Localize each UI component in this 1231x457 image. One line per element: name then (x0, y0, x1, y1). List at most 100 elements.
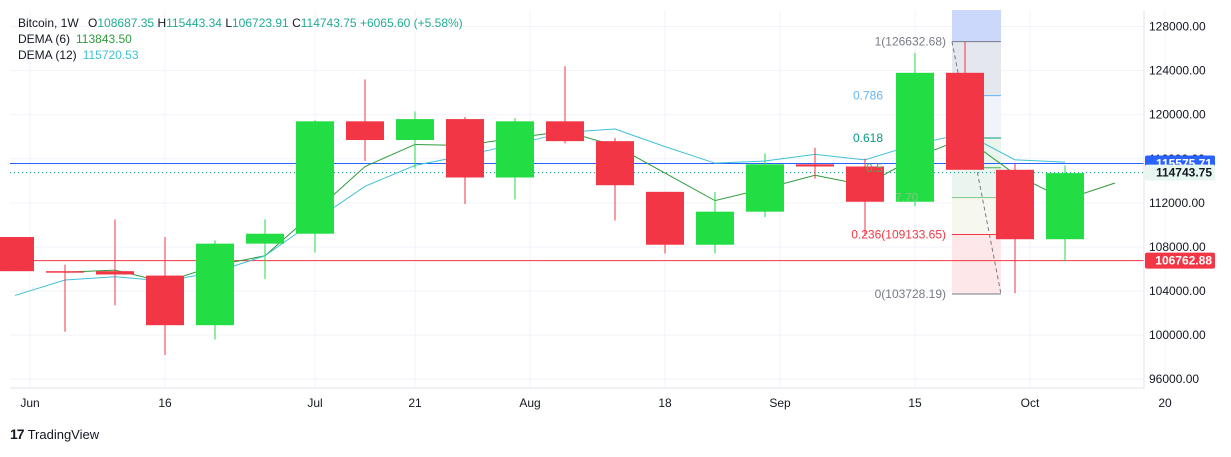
legend-dema6-row[interactable]: DEMA (6) 113843.50 (18, 31, 463, 47)
fib-band (952, 167, 1001, 198)
fib-label-0: 0(103728.19) (875, 287, 946, 301)
candle[interactable] (646, 191, 684, 254)
candle-body (146, 275, 184, 326)
y-tick-label: 124000.00 (1149, 64, 1206, 78)
price-tag-bg (1145, 164, 1215, 181)
x-tick-label: Sep (769, 396, 791, 410)
candle-body (246, 233, 284, 244)
legend-dema12-value: 115720.53 (82, 48, 139, 62)
legend-close-value: 114743.75 (300, 16, 357, 30)
y-tick-label: 128000.00 (1149, 20, 1206, 34)
candle-body (46, 271, 84, 273)
candle-body (496, 121, 534, 178)
y-tick-label: 108000.00 (1149, 240, 1206, 254)
candle[interactable] (696, 191, 734, 254)
candle[interactable] (296, 120, 334, 253)
y-tick-label: 112000.00 (1149, 196, 1205, 210)
candle-body (296, 121, 334, 234)
legend-symbol[interactable]: Bitcoin, 1W (18, 16, 79, 30)
fib-band (952, 197, 1001, 235)
candle[interactable] (96, 219, 134, 306)
legend-change-value: +6065.60 (+5.58%) (359, 16, 463, 30)
fib-label-1: 1(126632.68) (875, 35, 946, 49)
y-tick-label: 104000.00 (1149, 284, 1206, 298)
legend-high-value: 115443.34 (166, 16, 222, 30)
legend-high-label: H (157, 16, 167, 30)
candle[interactable] (996, 163, 1034, 294)
price-axis-tag: 114743.75 (1145, 164, 1215, 181)
candle[interactable] (546, 66, 584, 144)
candle-body (96, 271, 134, 275)
candle[interactable] (246, 219, 284, 279)
candle-body (746, 164, 784, 212)
candle-body (896, 72, 934, 202)
candle[interactable] (196, 240, 234, 340)
candle-body (446, 119, 484, 178)
x-tick-label: 16 (158, 396, 172, 410)
candle-body (846, 166, 884, 202)
fib-label-0236: 0.236(109133.65) (851, 227, 946, 241)
fib-time-highlight (952, 10, 1001, 42)
x-tick-label: 20 (1158, 396, 1172, 410)
x-tick-label: Aug (519, 396, 540, 410)
legend-dema12-row[interactable]: DEMA (12) 115720.53 (18, 47, 463, 63)
legend-ohlc-row: Bitcoin, 1W O108687.35 H115443.34 L10672… (18, 15, 463, 31)
x-tick-label: Jul (307, 396, 322, 410)
fib-band (952, 234, 1001, 295)
candle[interactable] (146, 237, 184, 355)
x-tick-label: 21 (408, 396, 422, 410)
candle-body (1046, 173, 1084, 240)
candle[interactable] (1046, 165, 1084, 262)
x-tick-label: 15 (908, 396, 922, 410)
candle-body (596, 141, 634, 186)
candle[interactable] (796, 147, 834, 179)
price-tag-text: 114743.75 (1156, 166, 1212, 180)
candle-body (546, 121, 584, 142)
price-tag-text: 106762.88 (1155, 254, 1212, 268)
candle[interactable] (346, 79, 384, 161)
candle-body (646, 191, 684, 245)
candle-body (996, 169, 1034, 240)
candle[interactable] (596, 137, 634, 221)
candle-body (796, 164, 834, 167)
tradingview-branding[interactable]: 17 TradingView (10, 426, 99, 442)
legend-open-value: 108687.35 (97, 16, 155, 30)
candle[interactable] (396, 111, 434, 169)
legend-low-value: 106723.91 (232, 16, 289, 30)
fib-label-0786: 0.786 (853, 89, 883, 103)
candle[interactable] (496, 118, 534, 200)
candle[interactable] (446, 116, 484, 204)
legend-dema6-value: 113843.50 (76, 32, 132, 46)
y-tick-label: 96000.00 (1149, 372, 1199, 386)
candle[interactable] (46, 264, 84, 332)
candle-body (946, 72, 984, 170)
legend-open-label: O (88, 16, 98, 30)
fib-label-0618: 0.618 (853, 131, 883, 145)
dema12-line (14, 128, 1066, 296)
candle-body (396, 119, 434, 141)
tradingview-brand-name: TradingView (27, 426, 100, 442)
x-tick-label: Jun (20, 396, 39, 410)
x-tick-label: Oct (1021, 396, 1040, 410)
y-tick-label: 100000.00 (1149, 328, 1206, 342)
legend-low-label: L (225, 16, 232, 30)
price-axis-tag: 106762.88 (1145, 252, 1215, 269)
x-tick-label: 18 (658, 396, 672, 410)
candle-body (196, 243, 234, 326)
candle[interactable] (896, 52, 934, 207)
tradingview-logo-icon: 17 (10, 426, 25, 442)
price-tag-bg (1145, 252, 1215, 269)
legend-close-label: C (292, 16, 301, 30)
legend-dema12-label: DEMA (12) (18, 48, 77, 62)
fib-label-0382-fragment: 7.70 (895, 191, 919, 205)
candle[interactable] (946, 41, 984, 170)
y-tick-label: 120000.00 (1149, 108, 1206, 122)
candle[interactable] (746, 153, 784, 218)
candle[interactable] (0, 237, 34, 272)
candle-body (696, 211, 734, 245)
dema6-line (64, 130, 1116, 283)
fib-label-05: 0.5 (866, 161, 883, 175)
candle[interactable] (846, 158, 884, 236)
